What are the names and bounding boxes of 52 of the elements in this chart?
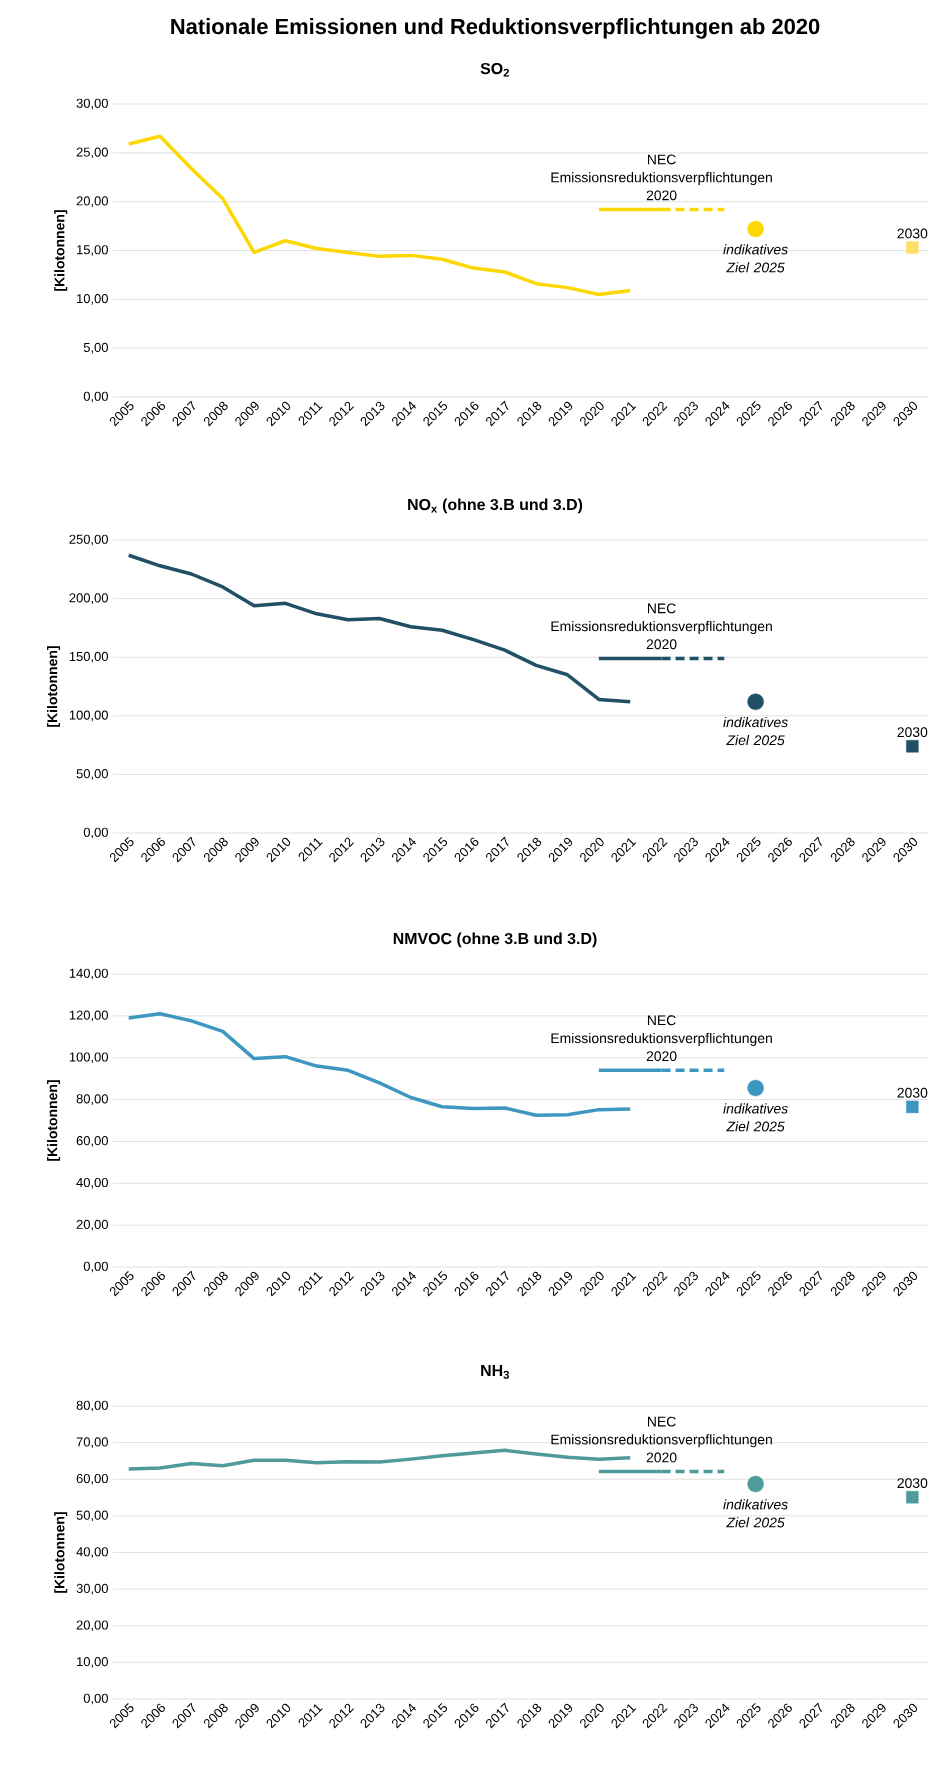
chart-title: NMVOC (ohne 3.B und 3.D) (393, 932, 597, 948)
annotation: NEC Emissionsreduktionsverpflichtungen 2020 (551, 1015, 772, 1062)
y-tick-label: 250,00 (69, 534, 108, 546)
y-tick-label: 10,00 (77, 1657, 108, 1668)
y-tick-label: 100,00 (69, 1052, 108, 1064)
y-tick-label: 5,00 (83, 342, 108, 354)
annotation: indikatives Ziel 2025 (723, 1499, 788, 1528)
y-tick-label: 0,00 (83, 827, 108, 839)
y-tick-label: 20,00 (76, 196, 108, 208)
chart-subtitle: SO$_{2}$ (480, 62, 509, 77)
y-tick-label: 70,00 (76, 1437, 108, 1448)
annotation: NEC Emissionsreduktionsverpflichtungen 2020 (551, 1416, 772, 1463)
y-tick-label: 60,00 (76, 1473, 108, 1485)
y-tick-label: 50,00 (76, 1510, 108, 1522)
annotation: NEC Emissionsreduktionsverpflichtungen 2020 (551, 603, 772, 650)
y-tick-label: 120,00 (69, 1010, 108, 1022)
y-tick-label: 100,00 (69, 710, 108, 722)
y-tick-label: 30,00 (76, 98, 108, 110)
y-tick-label: 25,00 (76, 147, 108, 159)
y-tick-label: 0,00 (83, 1261, 108, 1273)
y-axis-title: [Kilotonnen] (47, 1080, 61, 1161)
chart-title: Nationale Emissionen und Reduktionsverpflichtungen ab 2020 (171, 18, 820, 39)
annotation: indikatives Ziel 2025 (723, 716, 788, 746)
y-axis-title: [Kilotonnen] (47, 646, 61, 727)
annotation: NEC Emissionsreduktionsverpflichtungen 2020 (551, 154, 772, 201)
y-tick-label: 20,00 (76, 1620, 108, 1632)
annotation: 2030 (897, 727, 928, 738)
y-tick-label: 30,00 (76, 1583, 108, 1595)
y-tick-label: 60,00 (76, 1136, 108, 1147)
y-tick-label: 80,00 (76, 1400, 108, 1412)
annotation: 2030 (897, 1478, 928, 1489)
line-series (126, 1448, 632, 1471)
y-tick-label: 80,00 (76, 1094, 108, 1105)
y-tick-label: 10,00 (77, 293, 108, 305)
y-tick-label: 0,00 (83, 1693, 108, 1705)
y-tick-label: 140,00 (69, 968, 108, 980)
y-tick-label: 40,00 (76, 1547, 108, 1558)
y-tick-label: 200,00 (69, 593, 108, 604)
chart-title: NH$_{3}$ (481, 1365, 509, 1379)
annotation: indikatives Ziel 2025 (723, 244, 788, 273)
y-axis-title: [Kilotonnen] (54, 1512, 68, 1593)
y-tick-label: 20,00 (76, 1219, 108, 1231)
annotation: 2030 (897, 228, 928, 239)
y-tick-label: 50,00 (76, 769, 108, 780)
y-tick-label: 40,00 (76, 1177, 108, 1189)
annotation: indikatives Ziel 2025 (723, 1103, 788, 1132)
annotation: 2030 (897, 1087, 928, 1098)
y-tick-label: 15,00 (77, 245, 108, 256)
y-tick-label: 150,00 (69, 651, 108, 663)
chart-title: NO$_{x}$ (ohne 3.B und 3.D) (408, 498, 583, 514)
y-axis-title: [Kilotonnen] (54, 210, 68, 291)
y-tick-label: 0,00 (83, 391, 108, 403)
